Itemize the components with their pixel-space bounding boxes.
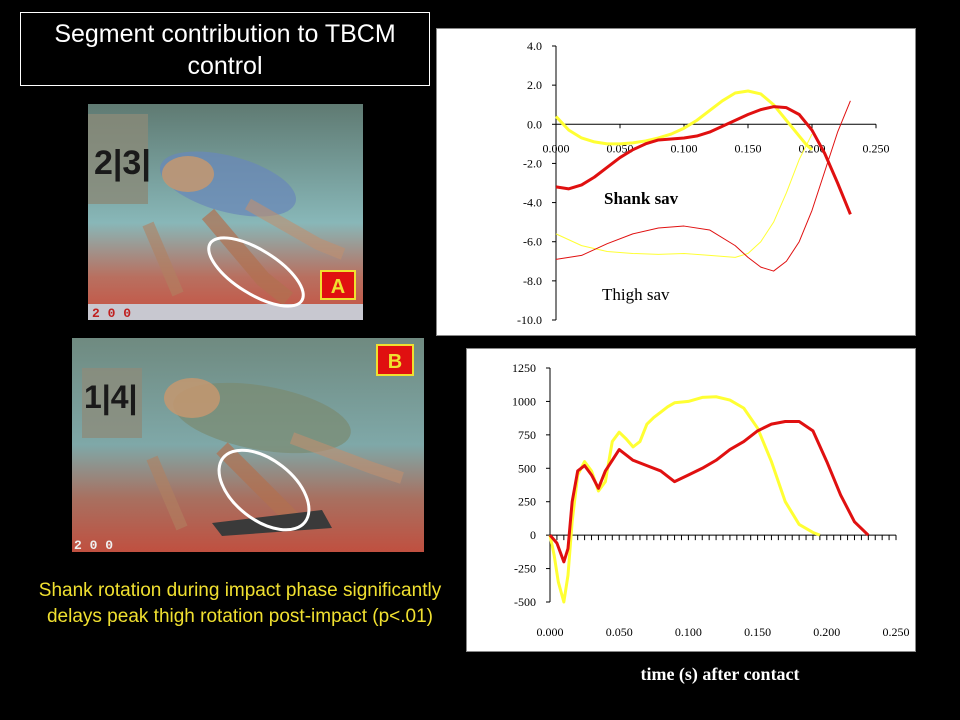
- angular-velocity-chart: 4.0 2.0 0.0 -2.0 -4.0 -6.0 -8.0 -10.0 0.000 0.050…: [436, 28, 916, 336]
- y-tick-label: 4.0: [527, 39, 542, 53]
- y-tick-label: -250: [514, 562, 536, 576]
- y-tick-label: 1000: [512, 394, 536, 408]
- series-line-0: [548, 395, 821, 604]
- angular-velocity-chart-svg: 4.02.00.0-2.0-4.0-6.0-8.0-10.00.000 0.050…: [436, 28, 916, 336]
- badge-a: A: [320, 270, 356, 300]
- bib-number-a: 2|3|: [94, 144, 151, 182]
- y-tick-label: 1250: [512, 361, 536, 375]
- series-line-0: [554, 89, 814, 151]
- x-tick-label: 0.000: [543, 141, 570, 155]
- x-tick-label: 0.250: [883, 625, 910, 639]
- annotation-thigh: Thigh sav: [602, 285, 670, 304]
- x-tick-label: 0.250: [863, 141, 890, 155]
- y-tick-label: 500: [518, 461, 536, 475]
- slide-caption: Shank rotation during impact phase signi…: [38, 580, 442, 627]
- shank-highlight-ellipse-b: [217, 448, 311, 532]
- y-tick-label: -6.0: [523, 235, 542, 249]
- y-tick-label: 750: [518, 428, 536, 442]
- sprint-photo-b: 1|4| 2 0 0 B: [72, 338, 424, 552]
- y-tick-label: -8.0: [523, 274, 542, 288]
- y-tick-label: 0: [530, 528, 536, 542]
- series-line-1: [548, 419, 870, 564]
- y-tick-label: -500: [514, 595, 536, 609]
- x-tick-label: 0.100: [671, 141, 698, 155]
- score-a: 2 0 0: [92, 306, 131, 320]
- y-tick-label: -2.0: [523, 156, 542, 170]
- plot-area: [466, 348, 916, 652]
- grf-chart-svg: 1250 1000 750 500 250 0 -250 -500 0.000 0.050 0.10…: [466, 348, 916, 652]
- slide-title: Segment contribution to TBCM control: [20, 12, 430, 86]
- series-line-2: [555, 133, 813, 258]
- shank-highlight-ellipse-a: [207, 236, 305, 308]
- series-line-1: [555, 105, 852, 215]
- x-axis-label: time (s) after contact: [640, 664, 800, 684]
- grf-chart: 1250 1000 750 500 250 0 -250 -500 0.000 0.050 0.10…: [466, 348, 916, 652]
- x-tick-label: 0.000: [537, 625, 564, 639]
- y-tick-label: -4.0: [523, 196, 542, 210]
- x-tick-label: 0.200: [813, 625, 840, 639]
- y-tick-label: 2.0: [527, 78, 542, 92]
- y-tick-label: 0.0: [527, 117, 542, 131]
- x-tick-label: 0.150: [735, 141, 762, 155]
- series-line-3: [555, 100, 851, 272]
- x-tick-label: 0.050: [606, 625, 633, 639]
- photo-b-image: 1|4| 2 0 0: [72, 338, 424, 552]
- x-tick-label: 0.100: [675, 625, 702, 639]
- score-b: 2 0 0: [74, 538, 113, 552]
- annotation-shank: Shank sav: [604, 189, 679, 208]
- sprint-photo-a: 2|3| 2 0 0 A: [88, 104, 363, 320]
- x-tick-label: 0.150: [744, 625, 771, 639]
- badge-b: B: [376, 344, 414, 376]
- y-tick-label: -10.0: [517, 313, 542, 327]
- plot-area: [436, 28, 916, 336]
- photo-a-image: 2|3| 2 0 0: [88, 104, 363, 320]
- y-tick-label: 250: [518, 495, 536, 509]
- bib-number-b: 1|4|: [84, 379, 138, 415]
